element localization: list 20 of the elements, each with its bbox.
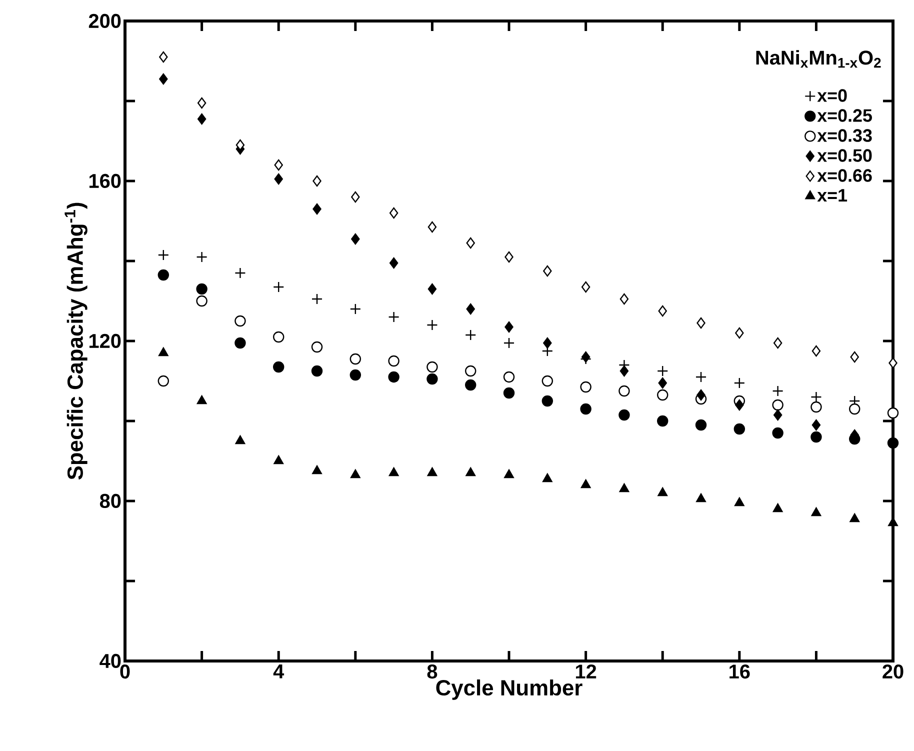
- y-tick-label: 160: [89, 174, 121, 188]
- x-tick-label: 0: [120, 664, 130, 679]
- x-axis-title: Cycle Number: [436, 679, 582, 700]
- x-tick-label: 20: [882, 664, 904, 679]
- legend-title: NaNi$_{x}$Mn$_{1-x}$O$_{2}$: [756, 50, 881, 68]
- y-tick-label: 80: [100, 494, 121, 508]
- legend-label: x=0: [817, 89, 847, 102]
- legend-label: x=0.66: [817, 169, 872, 182]
- y-tick-label: 120: [89, 334, 121, 348]
- x-tick-label: 16: [730, 664, 750, 679]
- x-tick-label: 4: [273, 664, 284, 678]
- x-tick-label: 8: [427, 664, 438, 679]
- legend-label: x=1: [817, 189, 848, 202]
- y-tick-label: 40: [100, 654, 121, 668]
- legend-label: x=0.50: [817, 149, 872, 162]
- y-tick-label: 200: [88, 14, 121, 28]
- x-tick-label: 12: [576, 664, 596, 678]
- y-axis-title: Specific Capacity (mAhg$^{-1}$): [64, 202, 88, 480]
- legend-label: x=0.25: [817, 109, 872, 122]
- legend-label: x=0.33: [817, 129, 872, 142]
